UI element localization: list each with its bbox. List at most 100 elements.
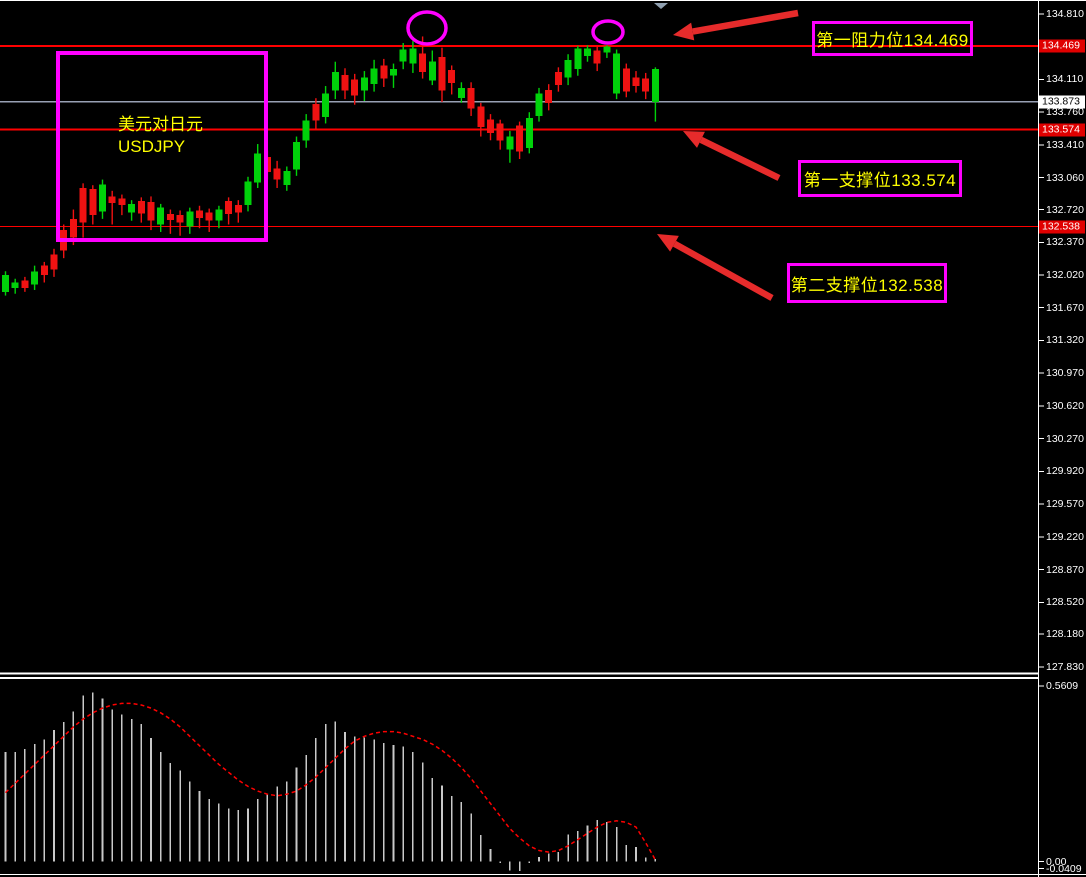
candle-body [593,50,601,64]
candle-body [351,79,359,96]
candle-body [409,48,417,64]
candle-body [69,218,77,238]
candle-body [574,48,582,70]
candle-body [506,136,514,150]
candle-body [380,65,388,79]
price-axis-tick: 134.110 [1046,73,1084,86]
price-axis-tick: 132.020 [1046,269,1084,281]
macd-axis-tick: 0.00 [1046,855,1067,868]
annotation-label-support2[interactable]: 第二支撑位132.538 [787,263,947,303]
macd-axis-tick: -0.0409 [1046,862,1082,875]
candle-body [128,203,136,213]
arrow-shaft-2 [672,240,774,301]
candle-body [293,142,300,170]
symbol-title: 美元对日元 USDJPY [118,114,203,158]
peak-circle-1 [591,19,625,45]
price-axis-tick: 133.760 [1046,106,1084,119]
candle-body [564,59,572,78]
candle-body [50,254,58,270]
price-axis-tick: 131.320 [1046,334,1084,347]
candle-body [108,196,116,203]
candle-body [622,68,630,92]
candle-body [283,171,291,186]
candle-body [554,72,562,86]
price-axis-tick: 128.870 [1046,563,1084,576]
candle-body [496,123,504,141]
shift-end-triangle-icon [654,3,668,9]
price-axis-tick: 133.410 [1046,138,1084,151]
symbol-title-line2: USDJPY [118,137,186,156]
candle-body [419,53,427,73]
level-price-marker: 132.538 [1039,220,1085,234]
level-price-marker: 133.574 [1039,123,1085,137]
peak-circle-0 [406,10,448,46]
price-axis-tick: 128.520 [1046,596,1084,609]
highlight-rectangle [56,51,268,242]
candle-body [584,48,591,57]
price-axis-tick: 129.220 [1046,530,1084,543]
candle-body [118,198,126,205]
candle-body [137,201,145,214]
current-price-marker: 133.873 [1039,95,1085,109]
candle-body [438,57,446,91]
price-axis-tick: 133.060 [1046,171,1084,184]
candle-body [99,184,106,212]
price-axis[interactable]: 134.810 134.110 133.760 133.410 133.060 132.7… [1038,0,1086,877]
price-axis-tick: 127.830 [1046,660,1084,673]
arrow-head-0 [673,22,695,41]
candle-body [457,87,465,99]
price-axis-tick: 130.270 [1046,432,1084,445]
candle-body [244,181,252,205]
candle-body [516,125,524,152]
candle-body [360,77,368,91]
candle-body [205,212,213,221]
candle-body [215,209,223,221]
candle-body [11,282,19,289]
candle-body [535,93,543,116]
price-axis-tick: 128.180 [1046,628,1084,641]
candle-body [651,69,659,102]
arrow-head-2 [657,234,679,252]
candle-body [632,77,640,87]
candle-body [89,188,97,216]
candle-body [642,78,650,92]
level-price-marker: 134.469 [1039,39,1085,53]
candle-body [196,210,203,218]
candle-body [166,214,174,220]
price-axis-tick: 132.370 [1046,236,1084,249]
candle-body [448,70,456,84]
candle-body [341,74,349,91]
candle-body [322,93,330,117]
price-axis-tick: 130.970 [1046,367,1084,380]
candle-body [302,120,310,141]
price-axis-tick: 129.570 [1046,498,1084,511]
candle-body [79,188,87,223]
candle-body [157,207,165,225]
candle-body [234,204,242,213]
candle-body [467,87,475,109]
price-axis-tick: 130.620 [1046,399,1084,412]
arrow-head-1 [683,131,705,148]
candle-body [225,201,233,215]
candle-body [147,202,155,221]
candle-body [370,68,378,85]
candle-body [428,61,436,81]
candle-body [186,211,194,227]
price-axis-tick: 134.810 [1046,8,1084,20]
annotation-label-support1[interactable]: 第一支撑位133.574 [798,160,962,197]
arrow-shaft-0 [692,9,799,35]
candle-body [254,153,262,183]
macd-signal-line [4,702,657,861]
price-axis-tick: 132.720 [1046,203,1084,216]
candle-body [390,69,397,76]
price-axis-tick: 131.670 [1046,301,1084,314]
annotation-label-resistance1[interactable]: 第一阻力位134.469 [812,21,973,56]
price-axis-tick: 129.920 [1046,465,1084,478]
candle-body [273,168,281,180]
candle-body [613,53,621,94]
macd-axis-tick: 0.5609 [1046,679,1079,692]
candle-body [31,271,39,285]
candle-body [312,103,320,121]
